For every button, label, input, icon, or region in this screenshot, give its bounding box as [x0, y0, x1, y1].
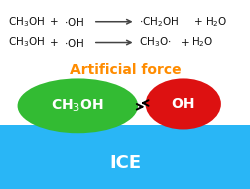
Text: $\cdot$OH: $\cdot$OH: [64, 36, 84, 49]
Text: $\cdot$OH: $\cdot$OH: [64, 16, 84, 28]
Text: +: +: [193, 17, 202, 27]
Text: +: +: [50, 17, 58, 27]
FancyBboxPatch shape: [0, 125, 250, 189]
Text: H$_2$O: H$_2$O: [204, 15, 226, 29]
Text: Artificial force: Artificial force: [70, 63, 180, 77]
Text: CH$_3$OH: CH$_3$OH: [8, 15, 44, 29]
Text: CH$_3$O$\cdot$: CH$_3$O$\cdot$: [139, 36, 171, 50]
Text: CH$_3$OH: CH$_3$OH: [8, 36, 44, 50]
Text: ICE: ICE: [109, 153, 141, 172]
Text: H$_2$O: H$_2$O: [190, 36, 213, 50]
Text: $\cdot$CH$_2$OH: $\cdot$CH$_2$OH: [139, 15, 179, 29]
Text: OH: OH: [171, 97, 194, 111]
Text: +: +: [50, 38, 58, 47]
Text: CH$_3$OH: CH$_3$OH: [51, 98, 104, 114]
Ellipse shape: [18, 78, 138, 133]
Ellipse shape: [145, 78, 220, 129]
Text: +: +: [181, 38, 189, 47]
